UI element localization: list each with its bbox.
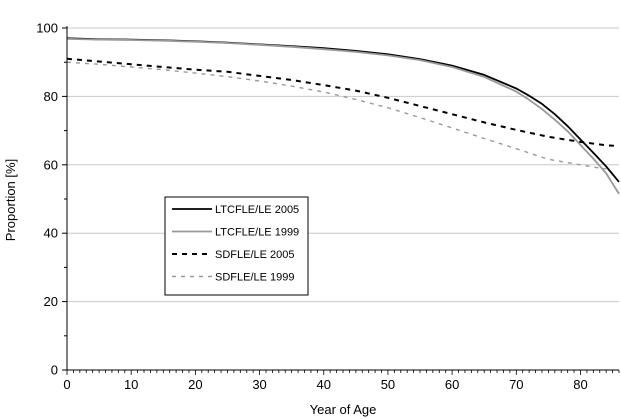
x-tick-label-50: 50 (381, 377, 395, 392)
legend-label-4: SDFLE/LE 1999 (215, 272, 295, 284)
x-tick-label-20: 20 (188, 377, 202, 392)
tick-labels: 0 20 40 60 80 100 0 10 20 30 40 50 60 70 80 (36, 21, 587, 393)
y-tick-label-20: 20 (44, 294, 58, 309)
legend: LTCFLE/LE 2005 LTCFLE/LE 1999 SDFLE/LE 200… (164, 196, 309, 296)
y-tick-label-40: 40 (44, 226, 58, 241)
y-tick-label-80: 80 (44, 89, 58, 104)
x-tick-label-10: 10 (124, 377, 138, 392)
y-axis-title: Proportion [%] (3, 159, 18, 241)
x-tick-label-80: 80 (573, 377, 587, 392)
y-tick-label-0: 0 (51, 363, 58, 378)
legend-box (164, 196, 309, 296)
series-line-1 (66, 37, 620, 183)
x-tick-label-70: 70 (509, 377, 523, 392)
series-line-4 (66, 61, 607, 170)
y-tick-label-100: 100 (36, 21, 58, 36)
y-tick-label-60: 60 (44, 157, 58, 172)
x-tick-label-60: 60 (445, 377, 459, 392)
series-line-2 (66, 38, 620, 195)
x-axis-title: Year of Age (310, 402, 377, 417)
legend-label-3: SDFLE/LE 2005 (215, 249, 295, 261)
series-lines (66, 37, 620, 195)
legend-label-1: LTCFLE/LE 2005 (215, 204, 299, 216)
grid-lines (67, 27, 619, 303)
x-tick-label-40: 40 (317, 377, 331, 392)
axes (62, 26, 620, 375)
x-tick-label-0: 0 (63, 377, 70, 392)
x-tick-label-30: 30 (252, 377, 266, 392)
legend-label-2: LTCFLE/LE 1999 (215, 227, 299, 239)
series-line-3 (66, 57, 620, 147)
